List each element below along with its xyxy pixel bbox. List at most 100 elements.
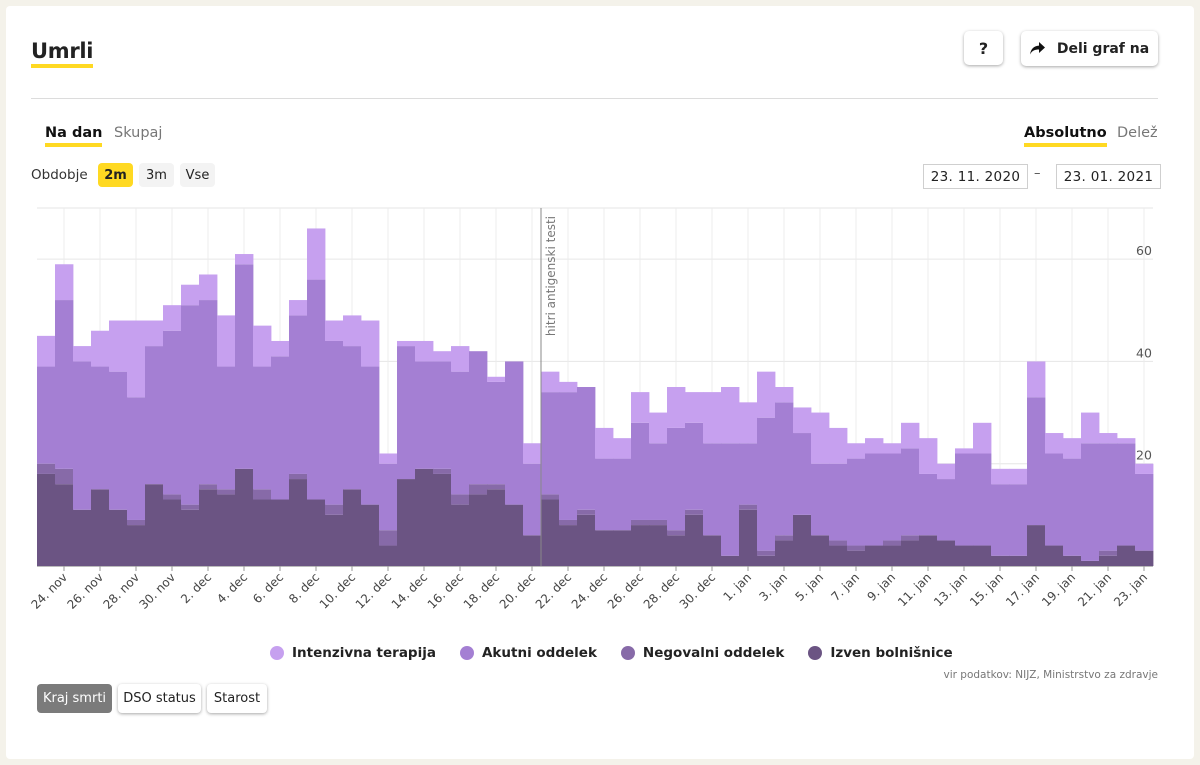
help-button[interactable]: ? — [964, 31, 1003, 65]
bar-segment: Intenzivna terapija 24. nov: 7 — [55, 264, 74, 301]
tab-place-of-death[interactable]: Kraj smrti — [37, 684, 112, 713]
bar-segment: Akutni oddelek 12. jan: 12 — [937, 479, 956, 541]
bar-segment: Akutni oddelek 8. jan: 18 — [865, 453, 884, 546]
bar-segment: Intenzivna terapija 14. dec: 4 — [415, 340, 434, 362]
legend-item-outside[interactable]: Izven bolnišnice — [808, 645, 953, 661]
x-tick-label: 7. jan — [828, 570, 862, 604]
bar-segment: Izven bolnišnice 14. jan: 4 — [973, 545, 992, 566]
bar-segment: Izven bolnišnice 13. dec: 17 — [397, 479, 416, 566]
bar-segment: Intenzivna terapija 31. dec: 11 — [721, 387, 740, 444]
bar-segment: Intenzivna terapija 28. nov: 15 — [127, 320, 146, 398]
x-tick-label: 23. jan — [1111, 570, 1150, 609]
bar-segment: Izven bolnišnice 31. dec: 2 — [721, 555, 740, 566]
x-tick-label: 10. dec — [317, 570, 358, 611]
bar-segment: Izven bolnišnice 25. dec: 7 — [613, 530, 632, 566]
share-button[interactable]: Deli graf na — [1021, 31, 1158, 66]
bar-segment: Intenzivna terapija 27. nov: 10 — [109, 320, 128, 372]
circle-dot-icon — [459, 646, 474, 660]
bar-segment: Izven bolnišnice 17. dec: 14 — [469, 494, 488, 566]
x-tick-label: 26. dec — [605, 570, 646, 611]
bar-segment: Intenzivna terapija 5. dec: 8 — [253, 325, 272, 367]
bar-segment: Intenzivna terapija 4. dec: 2 — [235, 254, 254, 265]
tab-nursing-home-status[interactable]: DSO status — [118, 684, 201, 713]
bar-segment: Izven bolnišnice 9. dec: 10 — [325, 514, 344, 566]
period-all-button[interactable]: Vse — [180, 163, 215, 187]
bar-segment: Negovalni oddelek 7. dec: 1 — [289, 473, 308, 480]
bar-segment: Negovalni oddelek 26. dec: 1 — [631, 519, 650, 526]
bar-segment: Akutni oddelek 26. dec: 19 — [631, 422, 650, 520]
bar-segment: Izven bolnišnice 19. jan: 2 — [1063, 555, 1082, 566]
share-button-label: Deli graf na — [1056, 40, 1150, 57]
bar-segment: Izven bolnišnice 18. dec: 15 — [487, 489, 506, 566]
bar-segment: Intenzivna terapija 29. nov: 5 — [145, 320, 164, 347]
bar-segment: Izven bolnišnice 20. jan: 1 — [1081, 560, 1100, 566]
bar-segment: Izven bolnišnice 23. jan: 3 — [1135, 550, 1154, 566]
bar-segment: Akutni oddelek 12. dec: 13 — [379, 463, 398, 531]
bar-segment: Izven bolnišnice 16. jan: 2 — [1009, 555, 1028, 566]
bar-segment: Negovalni oddelek 7. jan: 1 — [847, 545, 866, 551]
bar-segment: Izven bolnišnice 28. dec: 6 — [667, 535, 686, 566]
bar-segment: Izven bolnišnice 28. nov: 8 — [127, 525, 146, 566]
bar-segment: Izven bolnišnice 22. dec: 8 — [559, 525, 578, 566]
bar-segment: Akutni oddelek 7. jan: 17 — [847, 458, 866, 546]
bar-segment: Intenzivna terapija 2. dec: 5 — [199, 274, 218, 301]
y-tick-label: 40 — [1136, 345, 1152, 360]
x-tick-label: 19. jan — [1039, 570, 1078, 609]
bar-segment: Izven bolnišnice 11. jan: 6 — [919, 535, 938, 566]
x-tick-label: 6. dec — [250, 570, 286, 606]
bar-segment: Izven bolnišnice 7. jan: 3 — [847, 550, 866, 566]
bar-segment: Akutni oddelek 24. dec: 14 — [595, 458, 614, 531]
legend-item-acute[interactable]: Akutni oddelek — [459, 645, 597, 661]
tab-cumulative[interactable]: Skupaj — [114, 125, 163, 141]
bar-segment: Negovalni oddelek 22. dec: 1 — [559, 519, 578, 526]
bar-segment: Negovalni oddelek 29. dec: 1 — [685, 509, 704, 515]
bar-segment: Akutni oddelek 26. nov: 24 — [91, 366, 110, 490]
legend-item-nursing[interactable]: Negovalni oddelek — [620, 645, 784, 661]
x-tick-label: 26. nov — [64, 570, 106, 612]
bar-segment: Akutni oddelek 8. dec: 43 — [307, 279, 326, 500]
share-arrow-icon — [1029, 42, 1045, 55]
tab-absolute[interactable]: Absolutno — [1024, 123, 1107, 147]
circle-dot-icon — [808, 646, 823, 660]
bar-segment: Izven bolnišnice 22. jan: 4 — [1117, 545, 1136, 566]
bar-segment: Negovalni oddelek 28. dec: 1 — [667, 530, 686, 536]
annotation-label: hitri antigenski testi — [544, 216, 558, 336]
tab-per-day[interactable]: Na dan — [45, 123, 103, 147]
bar-segment: Izven bolnišnice 21. dec: 13 — [541, 499, 560, 566]
tab-age[interactable]: Starost — [207, 684, 267, 713]
bar-segment: Negovalni oddelek 3. dec: 1 — [217, 489, 236, 495]
bar-segment: Akutni oddelek 7. dec: 31 — [289, 315, 308, 474]
bar-segment: Negovalni oddelek 9. jan: 1 — [883, 540, 902, 546]
bar-segment: Akutni oddelek 17. dec: 26 — [469, 351, 488, 485]
circle-dot-icon — [270, 646, 284, 660]
bar-segment: Izven bolnišnice 24. dec: 7 — [595, 530, 614, 566]
period-2m-button[interactable]: 2m — [98, 163, 133, 187]
tab-share[interactable]: Delež — [1117, 125, 1158, 141]
bar-segment: Intenzivna terapija 28. dec: 8 — [667, 387, 686, 428]
bar-segment: Akutni oddelek 1. dec: 39 — [181, 305, 200, 505]
bar-segment: Izven bolnišnice 4. jan: 10 — [793, 514, 812, 566]
bar-segment: Izven bolnišnice 20. dec: 6 — [523, 535, 542, 566]
date-from-input[interactable]: 23. 11. 2020 — [923, 164, 1028, 189]
legend-label: Intenzivna terapija — [292, 645, 436, 661]
date-to-input[interactable]: 23. 01. 2021 — [1056, 164, 1161, 189]
bar-segment: Intenzivna terapija 16. jan: 3 — [1009, 468, 1028, 485]
x-tick-label: 24. nov — [28, 570, 70, 612]
bar-segment: Negovalni oddelek 16. dec: 2 — [451, 494, 470, 505]
bar-segment: Akutni oddelek 29. nov: 27 — [145, 346, 164, 485]
bar-segment: Intenzivna terapija 10. dec: 6 — [343, 315, 362, 347]
bar-segment: Intenzivna terapija 25. dec: 4 — [613, 438, 632, 459]
bar-segment: Intenzivna terapija 13. dec: 1 — [397, 340, 416, 347]
bar-segment: Akutni oddelek 25. dec: 14 — [613, 458, 632, 531]
legend-item-icu[interactable]: Intenzivna terapija — [270, 645, 436, 661]
bar-segment: Akutni oddelek 29. dec: 17 — [685, 422, 704, 510]
bar-segment: Intenzivna terapija 27. dec: 6 — [649, 412, 668, 444]
y-tick-label: 20 — [1136, 448, 1152, 463]
page-title: Umrli — [31, 38, 93, 68]
bar-segment: Intenzivna terapija 30. nov: 5 — [163, 305, 182, 331]
x-tick-label: 21. jan — [1075, 570, 1114, 609]
period-3m-button[interactable]: 3m — [139, 163, 174, 187]
bar-segment: Akutni oddelek 27. nov: 27 — [109, 371, 128, 510]
x-tick-label: 5. jan — [792, 570, 826, 604]
bar-segment: Akutni oddelek 4. dec: 40 — [235, 264, 254, 469]
